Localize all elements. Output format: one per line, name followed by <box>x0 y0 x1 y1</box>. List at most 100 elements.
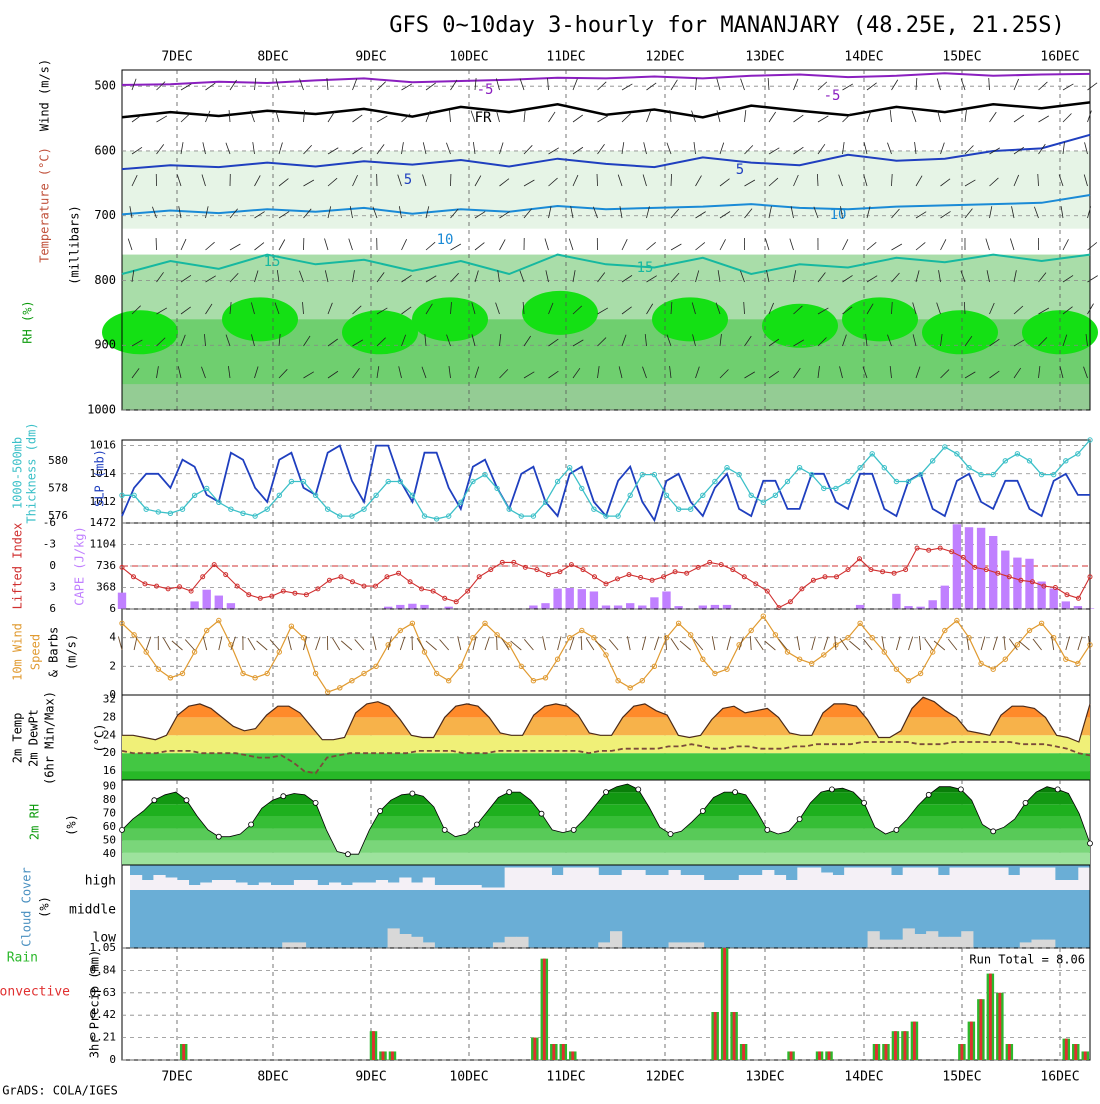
precip-rain-bar <box>1074 1044 1077 1060</box>
cloud-bar-high <box>692 875 704 890</box>
precip-rain-bar <box>904 1031 907 1060</box>
cloud-bar-high <box>610 875 622 890</box>
precip-rain-bar <box>790 1051 793 1060</box>
cloud-bar-high <box>844 868 856 891</box>
cloud-bar-high <box>189 885 201 890</box>
wind-barb-10m <box>558 636 561 650</box>
cloud-bar-high <box>704 880 716 890</box>
cloud-bar-high <box>446 885 458 890</box>
cloud-bar-low <box>505 937 517 948</box>
wind-panel-frame <box>122 609 1090 695</box>
cloud-bar-high <box>294 880 306 890</box>
wind-barb-10m <box>882 636 884 650</box>
cape-axis-label: CAPE (J/kg) <box>73 526 87 605</box>
cloud-bar-high <box>505 868 517 891</box>
cape-bar <box>953 524 961 609</box>
rh-point <box>991 829 996 834</box>
rh-point <box>958 787 963 792</box>
cloud-bar-high <box>645 875 657 890</box>
cloud-bar-high <box>130 875 142 890</box>
cloud-bar-low <box>598 942 610 948</box>
wind-barb-10m <box>203 636 206 650</box>
cloud-bar-low <box>1043 940 1055 948</box>
date-label-top: 12DEC <box>645 50 684 65</box>
wind-axis-label: Wind (m/s) <box>38 59 52 131</box>
cloud-bar-high <box>247 885 259 890</box>
cape-bar <box>699 605 707 609</box>
cape-bar <box>408 604 416 609</box>
cloud-bar-high <box>961 868 973 891</box>
rh-point <box>894 827 899 832</box>
rh-point <box>507 790 512 795</box>
cape-bar <box>941 586 949 609</box>
cloud-bar-high <box>528 868 540 891</box>
cape-bar <box>578 589 586 609</box>
wind-barb-10m <box>925 639 933 650</box>
wind-barb-10m <box>458 636 461 650</box>
li-tick-label: -3 <box>43 538 56 551</box>
wind-barb-10m <box>524 639 533 650</box>
cloud-bar-high <box>399 878 411 891</box>
precip-rain-bar <box>742 1044 745 1060</box>
cloud-bar-high <box>200 883 212 891</box>
rh-saturated-area <box>762 304 838 348</box>
rh-point <box>281 794 286 799</box>
cloud-bar-low <box>516 937 528 948</box>
date-label-bottom: 14DEC <box>844 1070 883 1085</box>
wind-barb-10m <box>134 636 137 650</box>
precip-rain-bar <box>818 1051 821 1060</box>
cloud-bar-high <box>622 870 634 890</box>
temp-band <box>122 664 1090 700</box>
wind-barb-10m <box>919 636 920 650</box>
cloud-bar-low <box>950 937 962 948</box>
rh-point <box>926 792 931 797</box>
li-tick-label: 3 <box>49 581 56 594</box>
rh-point <box>474 822 479 827</box>
cloud-bar-low <box>1020 942 1032 948</box>
precip-legend-convective: Convective <box>0 985 70 1000</box>
date-label-top: 14DEC <box>844 50 883 65</box>
date-label-top: 9DEC <box>355 50 386 65</box>
cape-bar <box>1001 551 1009 609</box>
cloud-bar-high <box>821 873 833 891</box>
rh-point <box>829 787 834 792</box>
date-label-top: 16DEC <box>1040 50 1079 65</box>
wind-barb-10m <box>727 636 731 650</box>
cloud-bar-low <box>610 931 622 948</box>
wind-barb-10m <box>1009 639 1017 650</box>
wind-barb-10m <box>712 636 715 650</box>
rh-point <box>636 787 641 792</box>
cloud-bar-low <box>423 942 435 948</box>
cape-bar <box>638 605 646 609</box>
cloud-bar-high <box>364 883 376 891</box>
cloud-bar-high <box>914 868 926 891</box>
rh-saturated-area <box>412 297 488 341</box>
cloud-bar-high <box>516 868 528 891</box>
wind-barb-10m <box>1004 636 1005 650</box>
cloud-bar-high <box>563 868 575 891</box>
precip-rain-bar <box>989 974 992 1060</box>
pressure-tick-label: 800 <box>94 273 116 287</box>
cloud-unit-label: (%) <box>38 896 52 918</box>
cloud-bar-high <box>938 875 950 890</box>
wind-barb-10m <box>388 636 391 650</box>
wind-barb-10m <box>755 638 763 650</box>
cloud-bar-high <box>832 875 844 890</box>
wind-barb-10m <box>835 636 836 650</box>
date-label-top: 10DEC <box>449 50 488 65</box>
wind-barb-10m <box>981 637 985 650</box>
wind-barb-10m <box>909 637 913 650</box>
precip-rain-bar <box>723 948 726 1060</box>
cape-bar <box>662 591 670 609</box>
cloud-bar-high <box>306 880 318 890</box>
wind-barb-10m <box>417 638 424 650</box>
cloud-bar-high <box>903 868 915 891</box>
cloud-bar-low <box>692 942 704 948</box>
cape-bar <box>566 588 574 609</box>
wind-barb-10m <box>654 637 658 650</box>
precip-rain-bar <box>970 1022 973 1060</box>
wind-barb-10m <box>355 639 364 650</box>
cloud-bar-high <box>1055 880 1067 890</box>
contour-label: FR <box>475 110 492 126</box>
